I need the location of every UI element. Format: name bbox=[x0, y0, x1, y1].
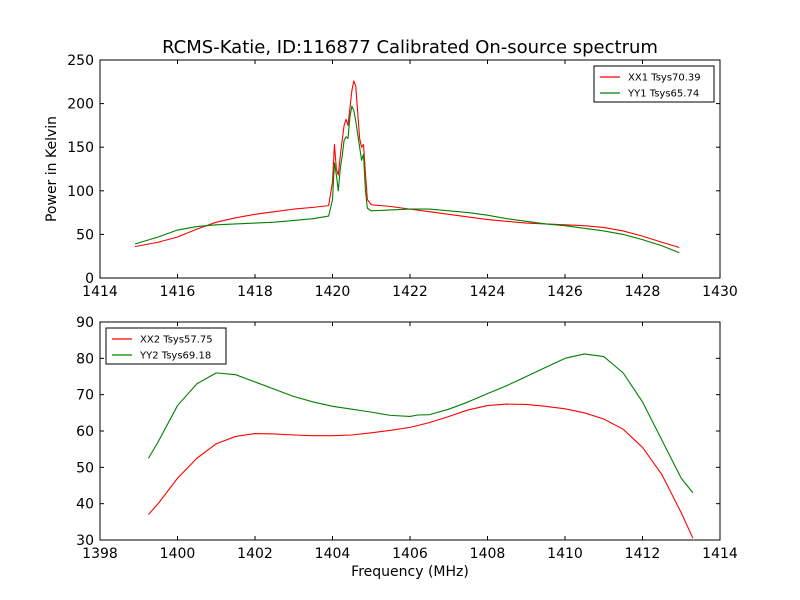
x-tick-label: 1422 bbox=[392, 284, 428, 300]
x-tick-label: 1426 bbox=[547, 284, 583, 300]
x-tick-label: 1404 bbox=[315, 546, 351, 562]
legend: XX2 Tsys57.75 YY2 Tsys69.18 bbox=[105, 327, 227, 365]
y-tick-label: 40 bbox=[76, 497, 94, 513]
legend-label-yy1-tsys65-74: YY1 Tsys65.74 bbox=[627, 89, 699, 100]
x-tick-label: 1418 bbox=[237, 284, 273, 300]
top-spectrum-plot: 1414 1416 1418 1420 1422 1424 1426 1428 1430 0 50 1… bbox=[44, 53, 738, 300]
x-tick-label: 1408 bbox=[470, 546, 506, 562]
x-tick-label: 1414 bbox=[82, 284, 118, 300]
y-tick-label: 50 bbox=[76, 460, 94, 476]
y-axis-label: Power in Kelvin bbox=[44, 116, 60, 222]
x-tick-label: 1410 bbox=[547, 546, 583, 562]
series-line-yy1-tsys65-74 bbox=[134, 105, 680, 254]
x-tick-label: 1424 bbox=[470, 284, 506, 300]
x-tick-label: 1400 bbox=[160, 546, 196, 562]
y-tick-label: 250 bbox=[67, 53, 94, 69]
x-tick-label: 1414 bbox=[702, 546, 738, 562]
x-tick-label: 1416 bbox=[160, 284, 196, 300]
chart-title: RCMS-Katie, ID:116877 Calibrated On-sour… bbox=[162, 37, 658, 58]
x-tick-label: 1398 bbox=[82, 546, 118, 562]
legend-label-yy2-tsys69-18: YY2 Tsys69.18 bbox=[139, 351, 211, 362]
legend: XX1 Tsys70.39 YY1 Tsys65.74 bbox=[593, 65, 715, 103]
legend-label-xx1-tsys70-39: XX1 Tsys70.39 bbox=[628, 73, 701, 84]
y-tick-label: 90 bbox=[76, 315, 94, 331]
y-tick-label: 60 bbox=[76, 424, 94, 440]
y-tick-label: 150 bbox=[67, 140, 94, 156]
x-tick-label: 1406 bbox=[392, 546, 428, 562]
x-tick-label: 1430 bbox=[702, 284, 738, 300]
y-tick-label: 30 bbox=[76, 533, 94, 549]
y-tick-label: 100 bbox=[67, 184, 94, 200]
series-line-xx1-tsys70-39 bbox=[134, 80, 680, 249]
legend-box bbox=[593, 65, 715, 103]
x-axis-label: Frequency (MHz) bbox=[351, 564, 469, 580]
x-tick-label: 1420 bbox=[315, 284, 351, 300]
legend-box bbox=[105, 327, 227, 365]
y-tick-label: 200 bbox=[67, 97, 94, 113]
series-line-yy2-tsys69-18 bbox=[147, 353, 694, 494]
y-tick-label: 70 bbox=[76, 388, 94, 404]
y-tick-label: 0 bbox=[85, 271, 94, 287]
x-tick-label: 1428 bbox=[625, 284, 661, 300]
bottom-spectrum-plot: 1398 1400 1402 1404 1406 1408 1410 1412 1414 30 40… bbox=[76, 315, 738, 580]
x-tick-label: 1412 bbox=[625, 546, 661, 562]
x-tick-label: 1402 bbox=[237, 546, 273, 562]
y-tick-label: 80 bbox=[76, 351, 94, 367]
y-tick-label: 50 bbox=[76, 227, 94, 243]
series-line-xx2-tsys57-75 bbox=[148, 403, 694, 539]
legend-label-xx2-tsys57-75: XX2 Tsys57.75 bbox=[140, 335, 213, 346]
